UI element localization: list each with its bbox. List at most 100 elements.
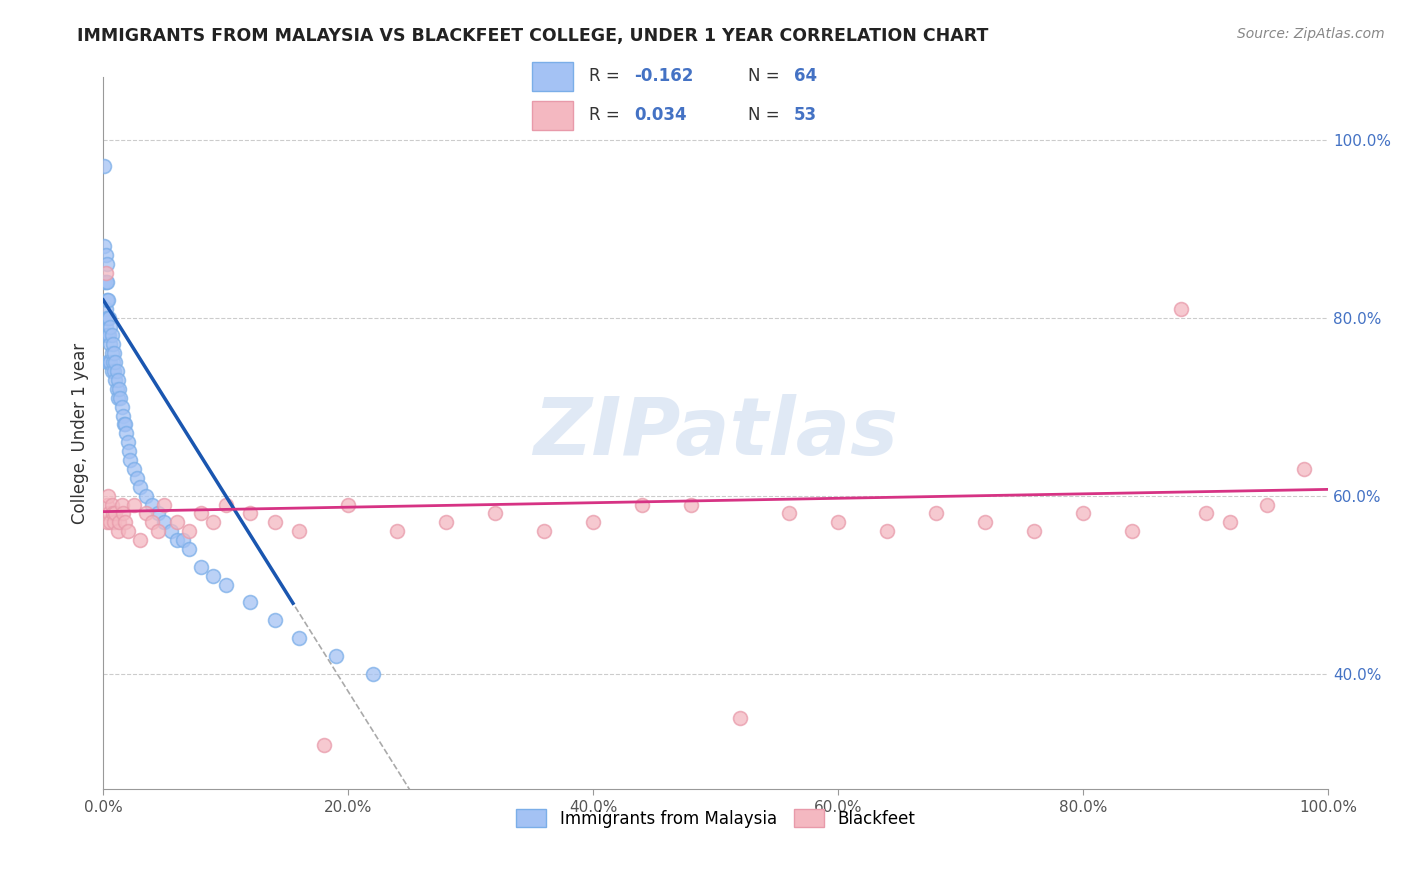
Point <box>101 507 124 521</box>
Point <box>115 426 138 441</box>
Point <box>128 533 150 547</box>
Point <box>361 666 384 681</box>
Point <box>111 507 134 521</box>
Text: ZIPatlas: ZIPatlas <box>533 394 898 473</box>
Point <box>112 417 135 432</box>
Point <box>108 382 131 396</box>
Point <box>93 239 115 253</box>
Point <box>100 516 122 530</box>
Point <box>96 293 118 307</box>
Point <box>148 524 170 539</box>
Point <box>96 310 118 325</box>
Point <box>108 516 131 530</box>
Point <box>98 310 121 325</box>
Point <box>94 266 117 280</box>
Point <box>96 275 118 289</box>
Legend: Immigrants from Malaysia, Blackfeet: Immigrants from Malaysia, Blackfeet <box>510 803 921 834</box>
Point <box>141 498 163 512</box>
Point <box>135 507 157 521</box>
Point <box>288 524 311 539</box>
Point <box>96 498 118 512</box>
Point <box>117 435 139 450</box>
Text: IMMIGRANTS FROM MALAYSIA VS BLACKFEET COLLEGE, UNDER 1 YEAR CORRELATION CHART: IMMIGRANTS FROM MALAYSIA VS BLACKFEET CO… <box>77 27 988 45</box>
Point <box>122 462 145 476</box>
Point <box>101 337 124 351</box>
Point <box>263 613 285 627</box>
Point <box>111 409 134 423</box>
Point <box>1219 516 1241 530</box>
Point <box>120 453 142 467</box>
Point <box>239 595 262 609</box>
Point <box>778 507 800 521</box>
Point <box>96 257 118 271</box>
Point <box>105 364 128 378</box>
FancyBboxPatch shape <box>531 101 574 130</box>
Point <box>100 498 122 512</box>
Text: R =: R = <box>589 106 624 124</box>
Point <box>103 346 125 360</box>
Point <box>114 516 136 530</box>
Point <box>582 516 605 530</box>
Point <box>105 382 128 396</box>
Point <box>96 516 118 530</box>
Point <box>94 275 117 289</box>
FancyBboxPatch shape <box>531 62 574 91</box>
Point <box>104 373 127 387</box>
Point <box>1170 301 1192 316</box>
Point <box>214 498 236 512</box>
Point <box>127 471 149 485</box>
Point <box>135 489 157 503</box>
Point <box>118 444 141 458</box>
Point <box>177 524 200 539</box>
Point <box>728 711 751 725</box>
Point <box>97 328 120 343</box>
Point <box>202 568 225 582</box>
Point <box>190 559 212 574</box>
Point <box>177 541 200 556</box>
Point <box>337 498 360 512</box>
Point <box>190 507 212 521</box>
Point <box>97 293 120 307</box>
Point <box>117 524 139 539</box>
Point <box>110 400 132 414</box>
Point <box>434 516 457 530</box>
Point <box>98 355 121 369</box>
Point <box>484 507 506 521</box>
Point <box>97 489 120 503</box>
Point <box>533 524 555 539</box>
Point <box>681 498 703 512</box>
Point <box>263 516 285 530</box>
Point <box>104 355 127 369</box>
Point <box>385 524 408 539</box>
Point <box>325 648 347 663</box>
Point <box>1256 498 1278 512</box>
Text: R =: R = <box>589 68 624 86</box>
Point <box>153 498 176 512</box>
Point <box>166 516 188 530</box>
Point <box>114 417 136 432</box>
Point <box>239 507 262 521</box>
Point <box>974 516 997 530</box>
Point <box>100 337 122 351</box>
Point <box>103 364 125 378</box>
Point <box>631 498 654 512</box>
Point <box>101 355 124 369</box>
Point <box>312 738 335 752</box>
Text: -0.162: -0.162 <box>634 68 693 86</box>
Point <box>1292 462 1315 476</box>
Point <box>288 631 311 645</box>
Point <box>107 373 129 387</box>
Point <box>1024 524 1046 539</box>
Point <box>100 319 122 334</box>
Text: N =: N = <box>748 106 785 124</box>
Text: 64: 64 <box>793 68 817 86</box>
Point <box>98 328 121 343</box>
Point <box>93 160 115 174</box>
Point <box>94 319 117 334</box>
Point <box>159 524 181 539</box>
Text: N =: N = <box>748 68 785 86</box>
Point <box>122 498 145 512</box>
Point <box>110 391 132 405</box>
Point <box>100 346 122 360</box>
Text: 53: 53 <box>793 106 817 124</box>
